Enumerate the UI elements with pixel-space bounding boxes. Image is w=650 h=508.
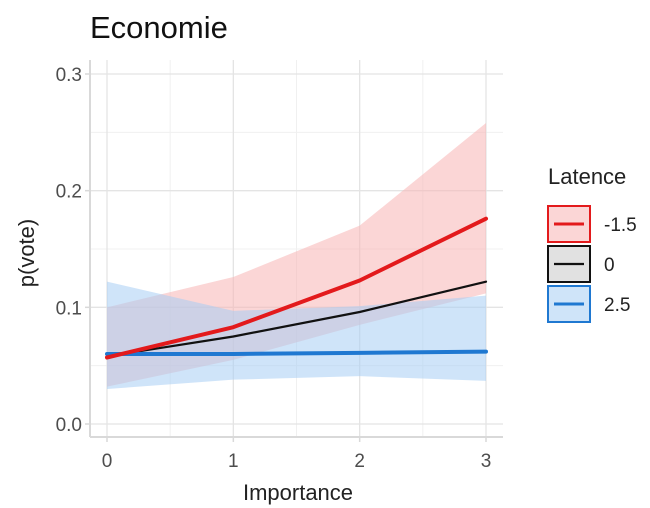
x-tick-label: 0	[102, 451, 113, 472]
x-tick-label: 2	[354, 451, 365, 472]
axes: 0 1 2 3 0.0 0.1 0.2 0.3	[56, 60, 503, 472]
legend: Latence -1.5 0 2.5	[547, 164, 637, 323]
y-axis-title: p(vote)	[14, 219, 39, 287]
x-tick-label: 3	[481, 451, 492, 472]
y-tick-label: 0.0	[56, 415, 82, 436]
y-tick-label: 0.2	[56, 182, 82, 203]
legend-item--1.5: -1.5	[547, 205, 637, 243]
confidence-ribbons	[107, 123, 486, 389]
series-lines	[105, 216, 488, 360]
ribbon-2.5	[107, 281, 486, 389]
legend-label: 0	[604, 255, 615, 276]
legend-item-2.5: 2.5	[547, 285, 630, 323]
legend-label: 2.5	[604, 295, 630, 316]
line-0	[105, 280, 488, 358]
legend-label: -1.5	[604, 215, 637, 236]
chart-title: Economie	[90, 10, 228, 45]
line--1.5	[105, 216, 488, 360]
legend-title: Latence	[548, 164, 626, 189]
y-tick-label: 0.1	[56, 298, 82, 319]
legend-item-0: 0	[547, 245, 615, 283]
x-axis-title: Importance	[243, 480, 353, 505]
y-tick-label: 0.3	[56, 65, 82, 86]
x-tick-label: 1	[228, 451, 239, 472]
line-2.5	[105, 349, 488, 356]
